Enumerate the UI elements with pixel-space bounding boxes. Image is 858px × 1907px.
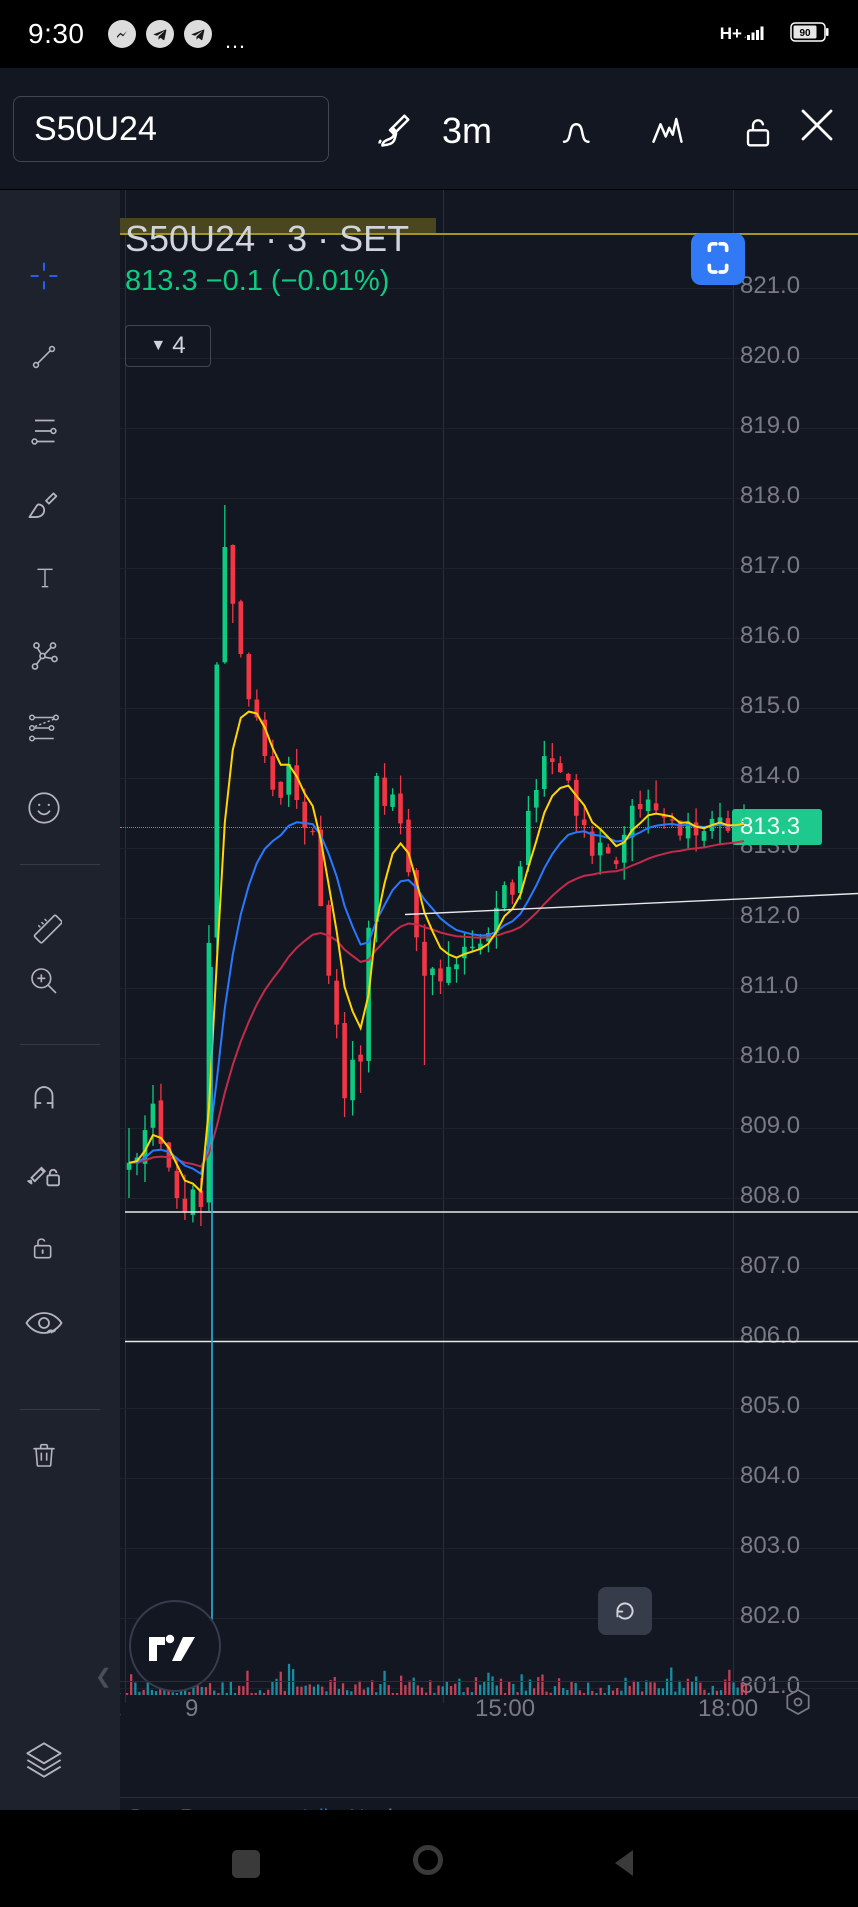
svg-text:90: 90	[799, 28, 811, 39]
